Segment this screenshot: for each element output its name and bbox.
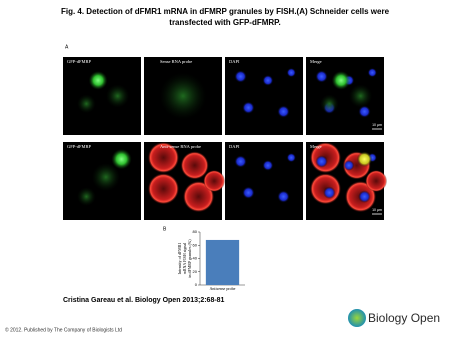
caption: Cristina Gareau et al. Biology Open 2013…	[63, 297, 225, 304]
logo-icon	[348, 309, 366, 327]
logo-text: Biology Open	[368, 311, 440, 325]
bar	[205, 239, 240, 285]
cell	[203, 170, 226, 192]
micrograph: Merge	[306, 142, 388, 220]
cell	[183, 181, 215, 213]
cell	[262, 74, 274, 86]
panel-label: A	[65, 44, 69, 50]
micrograph: Sense RNA probe	[144, 57, 222, 135]
y-tick-label: 20	[193, 269, 198, 274]
y-axis-label: Intensity of dFMR1	[177, 243, 182, 275]
cell	[286, 67, 296, 78]
cell	[77, 187, 96, 206]
micrograph: DAPI	[225, 142, 303, 220]
cell	[277, 105, 290, 118]
panel-title: Anti-sense RNA probe	[160, 144, 201, 149]
cell	[343, 159, 355, 171]
cell	[234, 155, 247, 168]
cell	[147, 173, 180, 205]
panel-title: Sense RNA probe	[160, 59, 192, 64]
cell	[105, 84, 130, 108]
cell	[367, 67, 377, 78]
cell	[320, 94, 339, 114]
cell	[277, 190, 290, 203]
cell	[348, 84, 373, 108]
cell	[242, 186, 255, 199]
scale-label: 10 µm	[372, 208, 382, 212]
cell	[159, 72, 207, 120]
micrograph: DAPI	[225, 57, 303, 135]
panel-label: B	[163, 226, 167, 232]
cell	[180, 151, 209, 180]
cell	[323, 186, 336, 199]
footer: © 2012. Published by The Company of Biol…	[5, 326, 122, 333]
cell	[356, 151, 373, 167]
y-tick-label: 60	[193, 242, 198, 247]
cell	[262, 159, 274, 171]
cell	[147, 142, 180, 174]
cell	[91, 163, 120, 192]
panel-title: DAPI	[229, 59, 240, 64]
micrograph: GFP-dFMRP	[63, 57, 141, 135]
cell	[88, 71, 108, 90]
cell	[111, 149, 132, 170]
cell	[331, 71, 351, 90]
cell	[234, 70, 247, 83]
cell	[77, 94, 96, 114]
micrograph-bg	[63, 57, 141, 135]
y-tick-label: 0	[195, 282, 198, 287]
panel-title: GFP-dFMRP	[67, 59, 92, 64]
title-line: transfected with GFP-dFMRP.	[169, 18, 280, 27]
y-tick-label: 40	[193, 256, 198, 261]
scale-label: 10 µm	[372, 123, 382, 127]
x-tick-label: Antisense probe	[210, 286, 236, 291]
micrograph: GFP-dFMRP	[63, 142, 141, 220]
cell	[242, 101, 255, 114]
panel-title: DAPI	[229, 144, 240, 149]
cell	[315, 70, 328, 83]
cell	[358, 190, 371, 203]
panel-title: GFP-dFMRP	[67, 144, 92, 149]
cell	[365, 170, 388, 192]
title-line: Fig. 4. Detection of dFMR1 mRNA in dFMRP…	[61, 7, 390, 16]
y-axis-label: mRNA FISH signal	[182, 242, 187, 274]
logo: Biology Open	[348, 309, 440, 327]
micrograph: Merge	[306, 57, 384, 135]
panel-title: Merge	[310, 144, 322, 149]
cell	[358, 105, 371, 118]
y-axis-label: in dFMRP granules (%)	[187, 239, 192, 278]
panel-title: Merge	[310, 59, 322, 64]
cell	[286, 152, 296, 163]
micrograph: Anti-sense RNA probe	[144, 142, 226, 220]
y-tick-label: 80	[193, 229, 198, 234]
cell	[315, 155, 328, 168]
